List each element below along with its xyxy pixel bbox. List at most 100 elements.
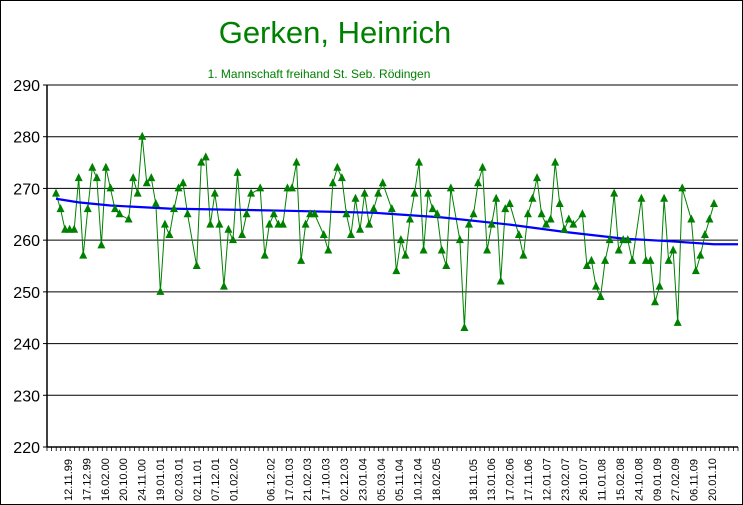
data-point <box>537 209 546 218</box>
data-point <box>628 255 637 264</box>
chart-title: Gerken, Heinrich <box>218 15 452 50</box>
data-point <box>655 281 664 290</box>
data-point <box>206 219 215 228</box>
data-point <box>555 198 564 207</box>
x-tick-label: 05.03.04 <box>376 458 388 501</box>
chart-subtitle: 1. Mannschaft freihand St. Seb. Rödingen <box>207 67 431 81</box>
x-tick-label: 06.12.02 <box>265 458 277 501</box>
y-tick-label: 280 <box>13 130 40 147</box>
data-point <box>106 183 115 192</box>
x-tick-label: 10.12.04 <box>413 458 425 501</box>
data-point <box>587 255 596 264</box>
data-point <box>52 188 60 197</box>
data-point <box>673 317 682 326</box>
y-tick-label: 230 <box>13 388 40 405</box>
data-point <box>687 214 696 223</box>
x-tick-label: 06.11.09 <box>689 459 701 501</box>
data-point <box>696 250 705 259</box>
data-point <box>623 235 632 244</box>
data-point <box>346 229 355 238</box>
x-tick-label: 23.01.04 <box>357 458 369 501</box>
data-point <box>156 286 165 295</box>
data-point <box>533 173 542 182</box>
data-point <box>546 214 555 223</box>
data-point <box>419 245 428 254</box>
y-tick-label: 290 <box>13 78 40 95</box>
data-point <box>610 188 619 197</box>
data-point <box>247 188 256 197</box>
x-tick-label: 02.12.03 <box>339 458 351 501</box>
data-point <box>70 224 79 233</box>
x-tick-label: 12.01.07 <box>541 458 553 501</box>
data-point <box>637 193 646 202</box>
data-point <box>601 255 610 264</box>
data-point <box>560 224 569 233</box>
data-point <box>115 209 124 218</box>
data-point <box>569 219 578 228</box>
data-point <box>287 183 296 192</box>
x-tick-label: 18.11.05 <box>468 459 480 501</box>
data-point <box>678 183 687 192</box>
x-tick-label: 26.10.07 <box>578 458 590 501</box>
data-point <box>505 198 514 207</box>
data-point <box>129 173 138 182</box>
data-point <box>592 281 601 290</box>
data-point <box>460 323 469 332</box>
data-point <box>424 188 433 197</box>
data-point <box>492 193 501 202</box>
data-point <box>483 245 492 254</box>
data-point <box>487 219 496 228</box>
data-point <box>469 209 478 218</box>
data-point <box>142 178 151 187</box>
data-point <box>710 198 718 207</box>
data-point <box>496 276 505 285</box>
data-point <box>319 229 328 238</box>
data-point <box>174 183 183 192</box>
data-point <box>219 281 228 290</box>
data-point <box>238 229 247 238</box>
data-point <box>514 229 523 238</box>
series-line-ergebnis <box>55 136 715 329</box>
data-point <box>446 183 455 192</box>
x-tick-label: 05.11.04 <box>394 459 406 501</box>
data-point <box>651 297 660 306</box>
data-point <box>124 214 133 223</box>
x-tick-label: 01.02.02 <box>229 458 241 501</box>
data-point <box>582 261 591 269</box>
data-point <box>269 209 278 218</box>
data-point <box>233 167 242 176</box>
data-point <box>151 198 160 207</box>
data-point <box>97 240 106 249</box>
data-point <box>256 183 265 192</box>
data-point <box>260 250 269 259</box>
data-point <box>428 204 437 213</box>
data-point <box>605 235 614 244</box>
data-point <box>101 162 110 171</box>
data-point <box>646 255 655 264</box>
data-point <box>210 188 219 197</box>
x-tick-label: 02.11.01 <box>192 459 204 501</box>
data-point <box>138 131 147 140</box>
data-point <box>160 219 169 228</box>
data-point <box>324 245 333 254</box>
x-tick-label: 18.02.05 <box>431 458 443 501</box>
x-tick-label: 15.02.08 <box>615 458 627 501</box>
x-tick-label: 17.01.03 <box>284 458 296 501</box>
x-tick-label: 17.12.99 <box>81 458 93 501</box>
data-point <box>433 209 442 218</box>
x-tick-label: 17.10.03 <box>321 458 333 501</box>
x-tick-label: 12.11.99 <box>63 459 75 501</box>
data-point <box>133 188 142 197</box>
data-point <box>442 261 451 269</box>
data-point <box>437 245 446 254</box>
data-point <box>110 204 119 213</box>
data-point <box>278 219 287 228</box>
data-point <box>669 245 678 254</box>
data-point <box>374 188 383 197</box>
data-point <box>192 261 201 269</box>
data-point <box>578 209 587 218</box>
data-point <box>201 152 210 161</box>
y-tick-label: 220 <box>13 440 40 457</box>
data-point <box>292 157 301 166</box>
data-point <box>519 250 528 259</box>
